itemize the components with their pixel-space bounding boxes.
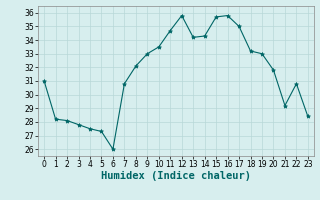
- X-axis label: Humidex (Indice chaleur): Humidex (Indice chaleur): [101, 171, 251, 181]
